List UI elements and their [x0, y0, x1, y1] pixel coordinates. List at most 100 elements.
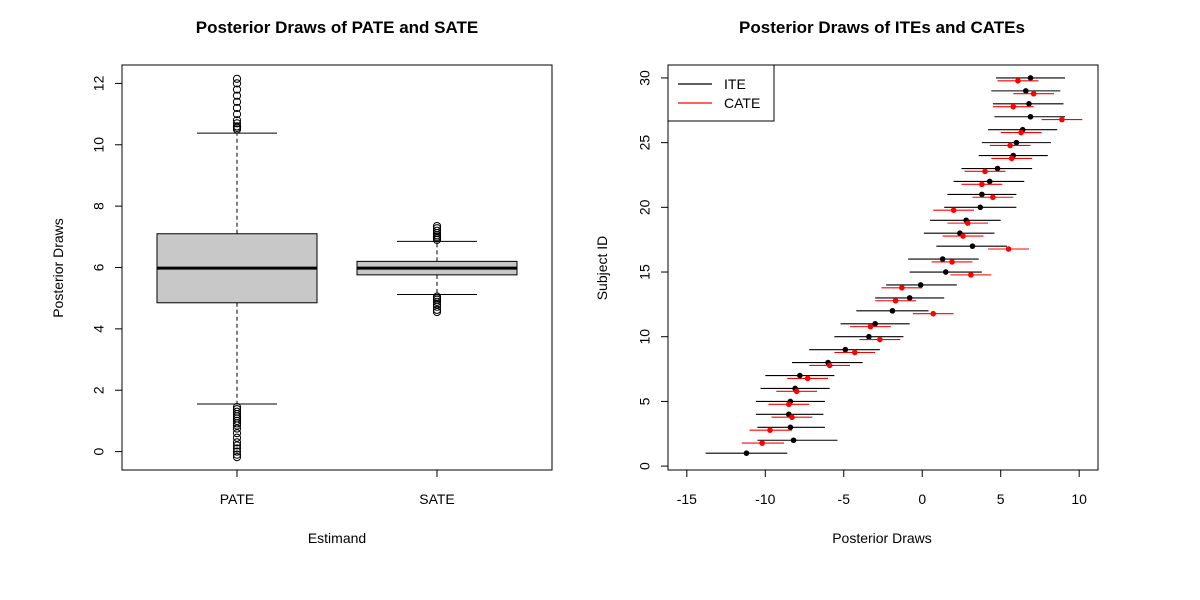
cate-point — [826, 362, 833, 369]
boxplot-y-label: Posterior Draws — [50, 218, 66, 318]
ite-point — [743, 450, 750, 456]
cate-point — [1010, 103, 1017, 110]
outlier-point — [232, 450, 242, 459]
ite-point — [842, 346, 849, 353]
cate-point — [968, 272, 974, 278]
boxplot-title: Posterior Draws of PATE and SATE — [196, 18, 478, 37]
outlier-point — [432, 297, 442, 306]
outlier-point — [232, 109, 242, 119]
cate-point — [759, 440, 765, 446]
y-tick-label: 10 — [637, 329, 653, 345]
ite-point — [1027, 113, 1034, 120]
ite-point — [942, 269, 949, 275]
outlier-point — [232, 453, 242, 462]
outlier-point — [432, 307, 442, 317]
x-tick-label: -15 — [677, 491, 697, 507]
y-tick-label: 6 — [91, 263, 107, 271]
cate-point — [851, 349, 858, 356]
y-tick-label: 30 — [637, 70, 653, 86]
forest-panel: Posterior Draws of ITEs and CATEs 0 5 10 15… — [594, 18, 1099, 546]
outlier-point — [432, 224, 442, 233]
outlier-point — [232, 116, 242, 125]
ite-point — [787, 424, 794, 431]
boxplot-x-axis: PATE SATE — [220, 470, 455, 507]
series-ite — [705, 75, 1066, 456]
cate-point — [960, 233, 966, 239]
outlier-point — [432, 302, 442, 311]
cate-point — [1030, 90, 1037, 97]
cate-point — [979, 181, 985, 188]
y-tick-label: 15 — [637, 264, 653, 280]
cate-point — [786, 401, 792, 408]
cate-point — [1059, 116, 1065, 123]
outlier-point — [432, 221, 442, 231]
forest-frame — [667, 64, 1099, 471]
legend-box — [667, 64, 775, 122]
ite-point — [1013, 139, 1020, 146]
cate-point — [964, 220, 971, 226]
outlier-point — [432, 305, 442, 314]
outlier-point — [232, 74, 242, 83]
ite-point — [1026, 101, 1032, 107]
ite-point — [797, 372, 803, 379]
outlier-point — [432, 226, 442, 235]
x-tick-label: PATE — [220, 491, 255, 507]
boxplot-x-label: Estimand — [308, 530, 366, 546]
cate-point — [1015, 77, 1021, 84]
cate-point — [804, 375, 811, 382]
cate-point — [990, 194, 996, 201]
ite-point — [1027, 75, 1034, 81]
x-tick-label: SATE — [419, 491, 455, 507]
y-tick-label: 10 — [91, 137, 107, 153]
boxplot-panel: Posterior Draws of PATE and SATE 0 2 4 6 8 10… — [50, 18, 553, 546]
cate-point — [793, 388, 800, 395]
y-tick-label: 4 — [91, 325, 107, 333]
forest-x-axis: -15 -10 -5 0 5 10 — [677, 470, 1087, 507]
y-tick-label: 2 — [91, 386, 107, 394]
x-tick-label: -10 — [755, 491, 775, 507]
box-pate — [156, 74, 318, 462]
ite-point — [866, 333, 872, 340]
y-tick-label: 20 — [637, 199, 653, 215]
y-tick-label: 5 — [637, 397, 653, 405]
legend-label-cate: CATE — [724, 95, 760, 111]
outlier-point — [232, 79, 242, 88]
ite-point — [977, 204, 984, 211]
x-tick-label: -5 — [838, 491, 851, 507]
boxplot-y-axis: 0 2 4 6 8 10 12 — [91, 75, 123, 455]
boxplot-marks — [156, 74, 518, 462]
cate-point — [899, 285, 905, 291]
cate-point — [1007, 142, 1013, 149]
cate-point — [877, 336, 883, 343]
cate-point — [982, 168, 988, 175]
ite-point — [1023, 88, 1029, 94]
cate-point — [950, 207, 957, 213]
outlier-point — [232, 441, 242, 450]
box-sate — [356, 221, 518, 317]
ite-point — [979, 191, 985, 198]
outlier-point — [232, 424, 242, 433]
y-tick-label: 0 — [637, 462, 653, 470]
ite-point — [790, 437, 797, 444]
outlier-point — [232, 85, 242, 94]
y-tick-label: 12 — [91, 75, 107, 91]
ite-point — [906, 295, 913, 301]
cate-point — [767, 427, 773, 433]
cate-point — [789, 414, 795, 421]
ite-point — [917, 282, 924, 288]
y-tick-label: 25 — [637, 135, 653, 151]
x-tick-label: 10 — [1071, 491, 1087, 507]
forest-y-label: Subject ID — [594, 236, 610, 301]
ite-point — [872, 320, 878, 327]
cate-point — [949, 259, 955, 265]
ite-point — [889, 308, 896, 314]
cate-point — [1008, 155, 1015, 162]
legend-label-ite: ITE — [724, 76, 746, 92]
ite-point — [969, 243, 976, 249]
x-tick-label: 0 — [918, 491, 926, 507]
ite-point — [939, 256, 946, 262]
cate-point — [892, 297, 899, 304]
outlier-point — [232, 119, 242, 128]
cate-point — [1018, 129, 1024, 136]
